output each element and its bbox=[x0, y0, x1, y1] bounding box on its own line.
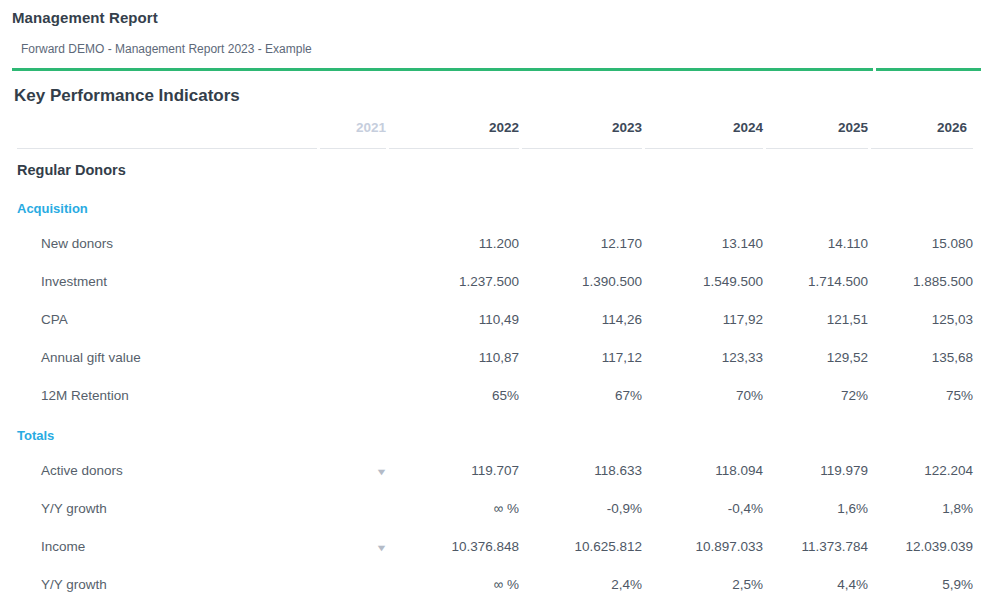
cell-2023: 10.625.812 bbox=[522, 527, 642, 565]
group-title-regular-donors: Regular Donors bbox=[17, 149, 973, 187]
row-label: Active donors bbox=[17, 451, 317, 489]
page-header: Management Report bbox=[0, 0, 1000, 26]
cell-2026: 135,68 bbox=[871, 338, 973, 376]
cell-2026: 125,03 bbox=[871, 300, 973, 338]
cell-2026: 5,9% bbox=[871, 565, 973, 600]
cell-2025: 1,6% bbox=[766, 489, 868, 527]
cell-2023: 67% bbox=[522, 376, 642, 414]
tab-report[interactable]: Forward DEMO - Management Report 2023 - … bbox=[0, 39, 1000, 68]
cell-2021 bbox=[320, 300, 386, 338]
cell-2023: 12.170 bbox=[522, 224, 642, 262]
cell-2024: 117,92 bbox=[645, 300, 763, 338]
label-column-header bbox=[17, 106, 317, 149]
year-column-2025: 2025 bbox=[766, 106, 868, 149]
active-tab-indicator bbox=[12, 68, 873, 71]
cell-2021: ▼ bbox=[320, 451, 386, 489]
cell-2021: ▼ bbox=[320, 527, 386, 565]
table-row-yy-growth-donors: Y/Y growth ∞ % -0,9% -0,4% 1,6% 1,8% bbox=[17, 489, 973, 527]
table-row-active-donors: Active donors ▼ 119.707 118.633 118.094 … bbox=[17, 451, 973, 489]
cell-2024: 118.094 bbox=[645, 451, 763, 489]
cell-2023: 1.390.500 bbox=[522, 262, 642, 300]
cell-2026: 1.885.500 bbox=[871, 262, 973, 300]
row-label: Annual gift value bbox=[17, 338, 317, 376]
cell-2022: 119.707 bbox=[389, 451, 519, 489]
cell-2025: 121,51 bbox=[766, 300, 868, 338]
adjacent-tab-indicator bbox=[876, 68, 981, 71]
cell-2023: 114,26 bbox=[522, 300, 642, 338]
row-label: Y/Y growth bbox=[17, 565, 317, 600]
cell-2022: 11.200 bbox=[389, 224, 519, 262]
cell-2022: 10.376.848 bbox=[389, 527, 519, 565]
row-label: Income bbox=[17, 527, 317, 565]
year-header-row: 2021 2022 2023 2024 2025 2026 bbox=[17, 106, 973, 149]
year-column-2026: 2026 bbox=[871, 106, 973, 149]
cell-2023: 117,12 bbox=[522, 338, 642, 376]
section-title-acquisition: Acquisition bbox=[17, 187, 973, 224]
cell-2022: ∞ % bbox=[389, 565, 519, 600]
cell-2021 bbox=[320, 489, 386, 527]
cell-2021 bbox=[320, 224, 386, 262]
section-title-row: Acquisition bbox=[17, 187, 973, 224]
cell-2024: 13.140 bbox=[645, 224, 763, 262]
cell-2022: 110,49 bbox=[389, 300, 519, 338]
cell-2025: 1.714.500 bbox=[766, 262, 868, 300]
row-label: CPA bbox=[17, 300, 317, 338]
cell-2023: -0,9% bbox=[522, 489, 642, 527]
cell-2021 bbox=[320, 565, 386, 600]
table-row-yy-growth-income: Y/Y growth ∞ % 2,4% 2,5% 4,4% 5,9% bbox=[17, 565, 973, 600]
table-row-investment: Investment 1.237.500 1.390.500 1.549.500… bbox=[17, 262, 973, 300]
cell-2025: 72% bbox=[766, 376, 868, 414]
tab-underline bbox=[0, 68, 981, 71]
cell-2024: 70% bbox=[645, 376, 763, 414]
cell-2022: ∞ % bbox=[389, 489, 519, 527]
chevron-down-icon[interactable]: ▼ bbox=[375, 544, 387, 553]
cell-2026: 12.039.039 bbox=[871, 527, 973, 565]
cell-2024: 2,5% bbox=[645, 565, 763, 600]
cell-2024: 1.549.500 bbox=[645, 262, 763, 300]
cell-2026: 15.080 bbox=[871, 224, 973, 262]
group-title-row: Regular Donors bbox=[17, 149, 973, 187]
cell-2024: 10.897.033 bbox=[645, 527, 763, 565]
table-row-new-donors: New donors 11.200 12.170 13.140 14.110 1… bbox=[17, 224, 973, 262]
cell-2025: 119.979 bbox=[766, 451, 868, 489]
cell-2022: 110,87 bbox=[389, 338, 519, 376]
row-label: 12M Retention bbox=[17, 376, 317, 414]
year-column-2021: 2021 bbox=[320, 106, 386, 149]
cell-2025: 4,4% bbox=[766, 565, 868, 600]
cell-2026: 75% bbox=[871, 376, 973, 414]
page-title: Management Report bbox=[12, 9, 988, 26]
year-column-2022: 2022 bbox=[389, 106, 519, 149]
cell-2026: 122.204 bbox=[871, 451, 973, 489]
table-row-12m-retention: 12M Retention 65% 67% 70% 72% 75% bbox=[17, 376, 973, 414]
kpi-section-heading: Key Performance Indicators bbox=[14, 86, 1000, 106]
row-label: Y/Y growth bbox=[17, 489, 317, 527]
cell-2024: -0,4% bbox=[645, 489, 763, 527]
cell-2025: 129,52 bbox=[766, 338, 868, 376]
table-row-income: Income ▼ 10.376.848 10.625.812 10.897.03… bbox=[17, 527, 973, 565]
section-title-row: Totals bbox=[17, 414, 973, 451]
management-report-page: Management Report Forward DEMO - Managem… bbox=[0, 0, 1000, 600]
cell-2021 bbox=[320, 262, 386, 300]
cell-2022: 1.237.500 bbox=[389, 262, 519, 300]
cell-2021 bbox=[320, 376, 386, 414]
table-row-annual-gift-value: Annual gift value 110,87 117,12 123,33 1… bbox=[17, 338, 973, 376]
cell-2021 bbox=[320, 338, 386, 376]
cell-2024: 123,33 bbox=[645, 338, 763, 376]
row-label: Investment bbox=[17, 262, 317, 300]
cell-2025: 14.110 bbox=[766, 224, 868, 262]
cell-2023: 2,4% bbox=[522, 565, 642, 600]
cell-2025: 11.373.784 bbox=[766, 527, 868, 565]
section-title-totals: Totals bbox=[17, 414, 973, 451]
year-column-2023: 2023 bbox=[522, 106, 642, 149]
cell-2023: 118.633 bbox=[522, 451, 642, 489]
table-row-cpa: CPA 110,49 114,26 117,92 121,51 125,03 bbox=[17, 300, 973, 338]
cell-2026: 1,8% bbox=[871, 489, 973, 527]
chevron-down-icon[interactable]: ▼ bbox=[375, 468, 387, 477]
year-column-2024: 2024 bbox=[645, 106, 763, 149]
cell-2022: 65% bbox=[389, 376, 519, 414]
report-tabbar: Forward DEMO - Management Report 2023 - … bbox=[0, 39, 1000, 71]
row-label: New donors bbox=[17, 224, 317, 262]
kpi-table: 2021 2022 2023 2024 2025 2026 Regular Do… bbox=[14, 106, 976, 600]
